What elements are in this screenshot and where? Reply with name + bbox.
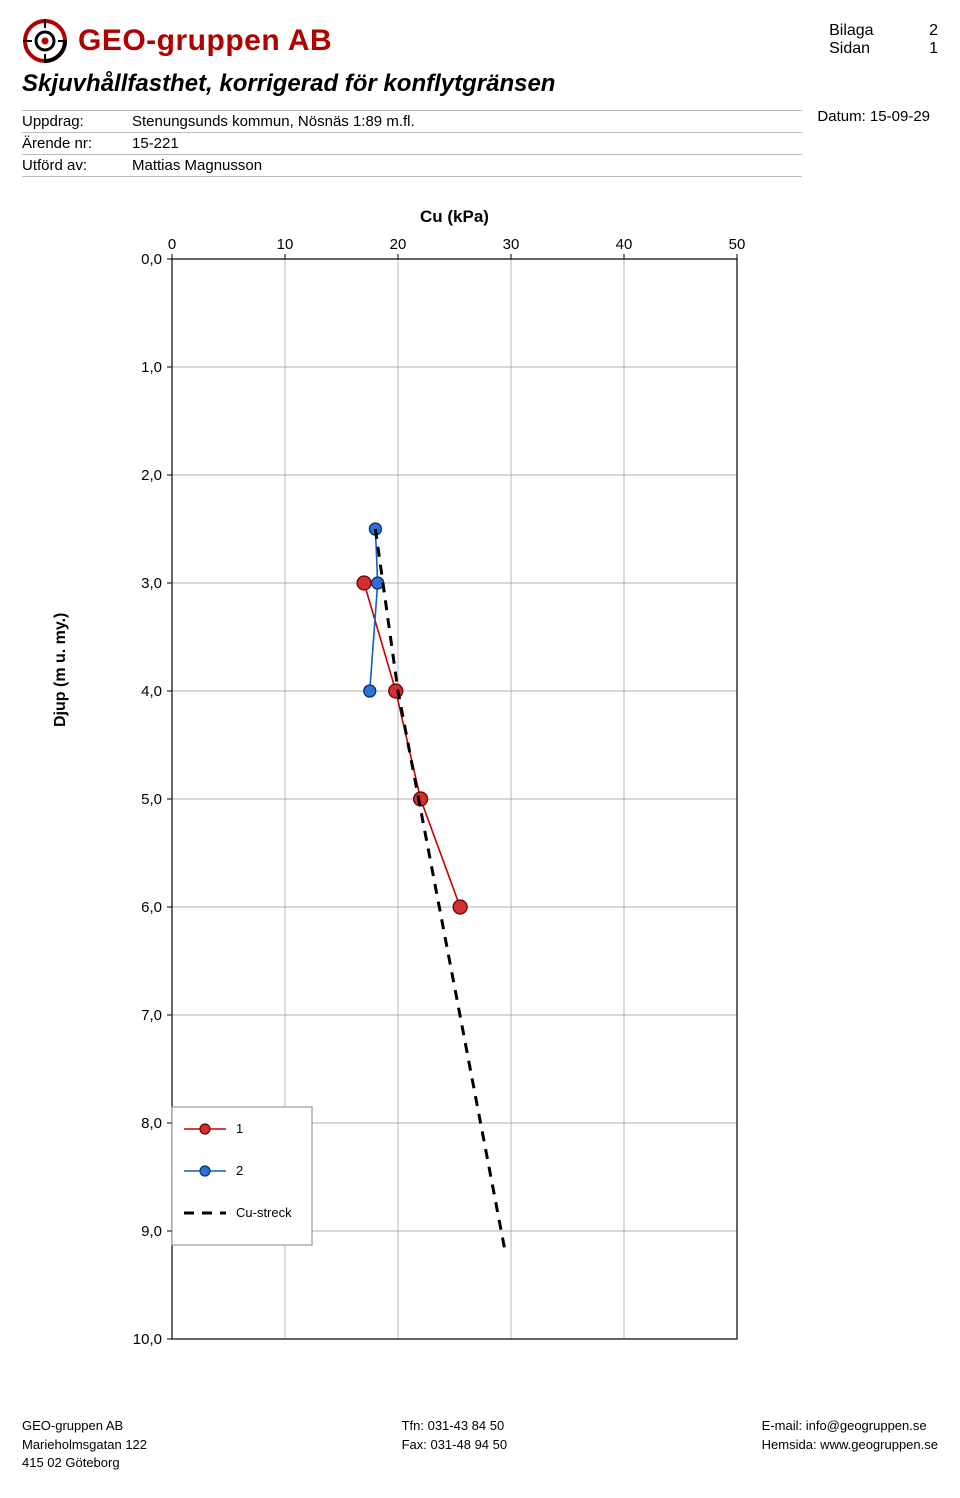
svg-text:8,0: 8,0 [141, 1115, 162, 1132]
utford-label: Utförd av: [22, 157, 132, 174]
svg-text:0,0: 0,0 [141, 251, 162, 268]
arende-value: 15-221 [132, 135, 179, 152]
uppdrag-value: Stenungsunds kommun, Nösnäs 1:89 m.fl. [132, 113, 415, 130]
svg-text:40: 40 [616, 236, 633, 253]
datum-value: 15-09-29 [870, 108, 930, 125]
footer-line: Tfn: 031-43 84 50 [402, 1417, 508, 1435]
header-left: GEO-gruppen AB Skjuvhållfasthet, korrige… [22, 18, 555, 98]
svg-text:0: 0 [168, 236, 176, 253]
bilaga-row: Bilaga 2 [829, 22, 938, 40]
svg-text:1,0: 1,0 [141, 359, 162, 376]
svg-text:1: 1 [236, 1121, 243, 1136]
sidan-value: 1 [929, 40, 938, 58]
svg-text:10: 10 [277, 236, 294, 253]
logo-row: GEO-gruppen AB [22, 18, 555, 64]
footer-line: E-mail: info@geogruppen.se [762, 1417, 938, 1435]
svg-text:20: 20 [390, 236, 407, 253]
meta-row-utford: Utförd av: Mattias Magnusson [22, 155, 802, 177]
footer-col-1: GEO-gruppen AB Marieholmsgatan 122 415 0… [22, 1417, 147, 1472]
page: GEO-gruppen AB Skjuvhållfasthet, korrige… [0, 0, 960, 1498]
svg-text:2: 2 [236, 1163, 243, 1178]
company-name: GEO-gruppen AB [78, 24, 332, 58]
svg-text:4,0: 4,0 [141, 683, 162, 700]
uppdrag-label: Uppdrag: [22, 113, 132, 130]
chart-title: Cu (kPa) [172, 207, 737, 227]
footer-col-3: E-mail: info@geogruppen.se Hemsida: www.… [762, 1417, 938, 1472]
footer-line: 415 02 Göteborg [22, 1454, 147, 1472]
svg-text:50: 50 [729, 236, 746, 253]
datum: Datum: 15-09-29 [817, 108, 930, 125]
svg-text:10,0: 10,0 [133, 1331, 162, 1348]
footer-line: Fax: 031-48 94 50 [402, 1436, 508, 1454]
page-subtitle: Skjuvhållfasthet, korrigerad för konflyt… [22, 70, 555, 98]
footer: GEO-gruppen AB Marieholmsgatan 122 415 0… [22, 1417, 938, 1472]
svg-text:9,0: 9,0 [141, 1223, 162, 1240]
header: GEO-gruppen AB Skjuvhållfasthet, korrige… [22, 18, 938, 98]
chart-ylabel: Djup (m u. my.) [52, 613, 70, 727]
footer-line: Marieholmsgatan 122 [22, 1436, 147, 1454]
svg-text:5,0: 5,0 [141, 791, 162, 808]
datum-label: Datum: [817, 108, 865, 125]
chart-svg: 0 10 20 30 40 50 0,0 1,0 2,0 3,0 4,0 5,0 6,0 7,0 8,0 9,… [112, 233, 747, 1349]
footer-line: GEO-gruppen AB [22, 1417, 147, 1435]
footer-line: Hemsida: www.geogruppen.se [762, 1436, 938, 1454]
svg-text:3,0: 3,0 [141, 575, 162, 592]
meta-row-arende: Ärende nr: 15-221 [22, 133, 802, 155]
header-right: Bilaga 2 Sidan 1 [829, 22, 938, 58]
utford-value: Mattias Magnusson [132, 157, 262, 174]
sidan-label: Sidan [829, 40, 889, 58]
svg-text:Cu-streck: Cu-streck [236, 1205, 292, 1220]
svg-text:30: 30 [503, 236, 520, 253]
meta-row-uppdrag: Uppdrag: Stenungsunds kommun, Nösnäs 1:8… [22, 110, 802, 133]
bilaga-label: Bilaga [829, 22, 889, 40]
sidan-row: Sidan 1 [829, 40, 938, 58]
bilaga-value: 2 [929, 22, 938, 40]
svg-text:7,0: 7,0 [141, 1007, 162, 1024]
meta-block: Uppdrag: Stenungsunds kommun, Nösnäs 1:8… [22, 110, 938, 177]
footer-col-2: Tfn: 031-43 84 50 Fax: 031-48 94 50 [402, 1417, 508, 1472]
svg-text:2,0: 2,0 [141, 467, 162, 484]
svg-text:6,0: 6,0 [141, 899, 162, 916]
chart-container: Cu (kPa) Djup (m u. my.) 010203040500,01… [112, 207, 938, 1349]
logo-icon [22, 18, 68, 64]
arende-label: Ärende nr: [22, 135, 132, 152]
